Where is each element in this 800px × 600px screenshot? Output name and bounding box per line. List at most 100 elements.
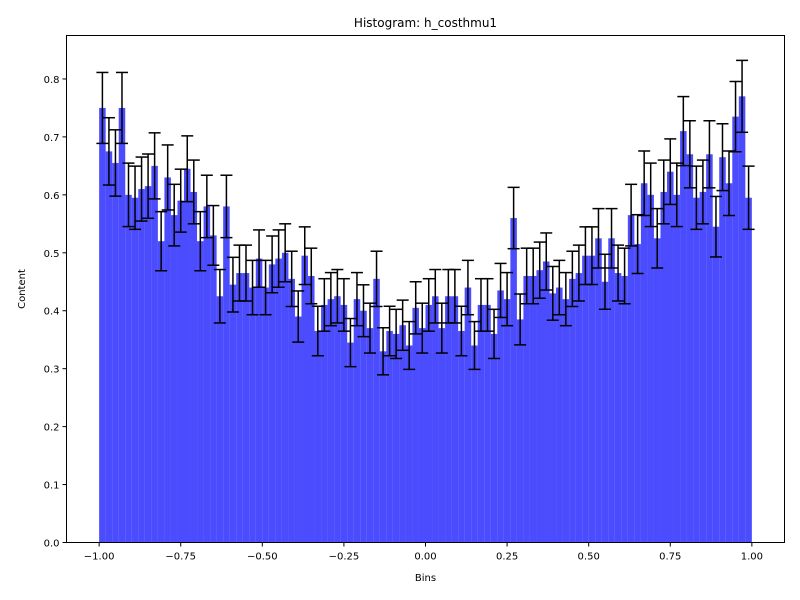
error-bar [716, 123, 729, 192]
histogram-bar [725, 183, 733, 543]
histogram-bar [268, 264, 276, 543]
histogram-bar [686, 154, 694, 543]
error-bar [96, 71, 109, 145]
y-tick-label: 0.8 [44, 75, 60, 86]
error-bar [435, 302, 448, 354]
error-bar [253, 229, 266, 289]
error-bar [246, 259, 259, 316]
y-tick-label: 0.7 [44, 133, 60, 144]
error-bar [429, 268, 442, 324]
error-bar [709, 195, 722, 258]
error-bar [350, 271, 363, 327]
histogram-bar [732, 116, 739, 543]
error-bar [677, 95, 690, 167]
histogram-bar [471, 345, 478, 543]
error-bar [279, 223, 292, 283]
histogram-bar [170, 215, 178, 543]
error-bar [488, 308, 501, 360]
error-bar [507, 186, 520, 250]
histogram-bar [177, 200, 184, 543]
error-bar [742, 165, 755, 231]
error-bar [612, 244, 625, 302]
y-tick-label: 0.3 [44, 365, 60, 376]
histogram-bar [627, 215, 635, 543]
histogram-bar [464, 287, 472, 543]
error-bar [324, 271, 337, 327]
error-bar [599, 253, 611, 310]
histogram-bar [438, 328, 446, 543]
x-tick-label: 0.50 [578, 552, 600, 563]
histogram-bar [288, 278, 295, 543]
histogram-bar [210, 235, 217, 543]
error-bar [331, 268, 344, 324]
error-bar [501, 271, 514, 327]
histogram-bar [706, 154, 713, 543]
error-bar [690, 165, 703, 231]
histogram-bar [99, 107, 106, 543]
histogram-bar [144, 186, 152, 543]
histogram-bar [667, 171, 674, 543]
histogram-bar [549, 293, 557, 543]
histogram-bar [445, 296, 452, 543]
error-bar [161, 144, 174, 211]
x-tick-label: −1.00 [84, 552, 115, 563]
histogram-bar [516, 319, 524, 543]
histogram-bar [347, 342, 354, 543]
histogram-bar [536, 270, 543, 543]
error-bar [298, 226, 311, 286]
histogram-bar [412, 307, 419, 543]
error-bar [703, 119, 716, 189]
error-bar [448, 268, 461, 324]
error-bar [259, 259, 272, 316]
histogram-bar [562, 299, 570, 543]
error-bar [566, 250, 579, 308]
x-tick-label: −0.50 [247, 552, 278, 563]
histogram-bar [183, 168, 191, 543]
error-bar [357, 284, 370, 338]
y-tick-label: 0.4 [44, 307, 60, 318]
error-bar [546, 265, 559, 321]
error-bar [285, 250, 298, 308]
y-tick-label: 0.2 [44, 423, 60, 434]
error-bar [337, 277, 350, 332]
error-bar [207, 204, 220, 266]
histogram-bar [249, 287, 256, 543]
histogram-bar [366, 328, 374, 543]
error-bar [723, 150, 736, 217]
histogram-bar [432, 296, 439, 543]
x-tick-label: 1.00 [741, 552, 763, 563]
y-axis: 0.0 0.1 0.2 0.3 0.4 0.5 0.6 0.7 0.8 [44, 75, 67, 550]
histogram-bar [582, 255, 589, 543]
error-bar [461, 259, 474, 316]
histogram-bar [529, 275, 537, 543]
histogram-bar [693, 197, 700, 543]
error-bar [527, 247, 540, 305]
error-bar [292, 290, 305, 343]
error-bar [174, 168, 187, 233]
error-bar [403, 320, 416, 371]
histogram-bar [112, 162, 119, 543]
x-tick-label: 0.75 [659, 552, 681, 563]
histogram-bar [660, 191, 668, 543]
error-bar [129, 165, 142, 231]
histogram-bar [673, 194, 681, 543]
error-bar [664, 138, 677, 206]
error-bar [194, 210, 207, 272]
error-bar [409, 281, 422, 335]
error-bar [736, 59, 749, 134]
histogram-bar [608, 238, 615, 543]
y-tick-label: 0.1 [44, 481, 60, 492]
error-bar [200, 174, 213, 239]
histogram-bar [255, 258, 263, 543]
error-bar [213, 268, 226, 324]
histogram-bar [105, 151, 113, 543]
error-bar [266, 235, 279, 294]
bars-layer [99, 96, 752, 543]
histogram-bar [373, 278, 380, 543]
error-bar [468, 320, 481, 371]
histogram-bar [510, 218, 517, 543]
error-bar [540, 232, 553, 291]
error-bar [168, 183, 181, 247]
histogram-bar [327, 299, 335, 543]
